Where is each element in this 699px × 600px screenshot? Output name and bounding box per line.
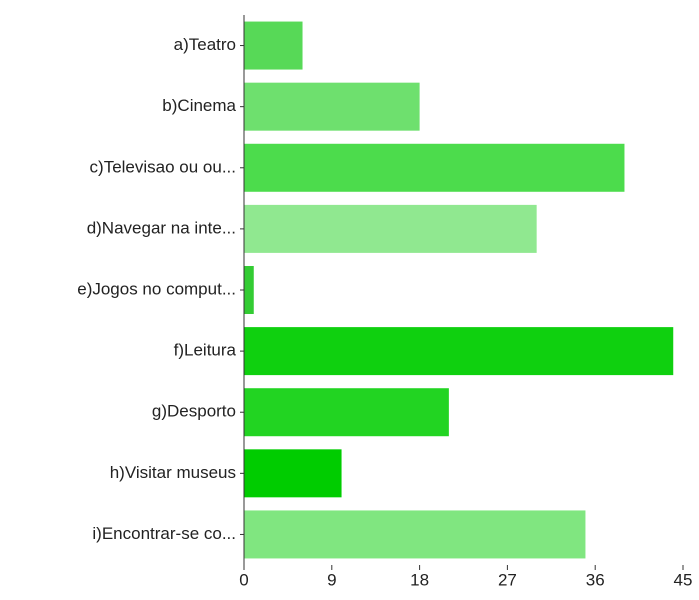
bar: [244, 327, 674, 376]
x-tick-label: 0: [239, 570, 248, 589]
x-tick-label: 36: [586, 570, 605, 589]
x-tick-label: 9: [327, 570, 336, 589]
bar: [244, 204, 537, 253]
x-tick-label: 18: [410, 570, 429, 589]
y-tick-label: a)Teatro: [174, 35, 236, 54]
bar: [244, 388, 449, 437]
y-tick-label: b)Cinema: [162, 96, 236, 115]
y-tick-label: g)Desporto: [152, 402, 236, 421]
x-tick-label: 45: [674, 570, 693, 589]
y-tick-label: c)Televisao ou ou...: [90, 157, 236, 176]
y-tick-label: i)Encontrar-se co...: [92, 524, 236, 543]
y-tick-label: h)Visitar museus: [110, 463, 236, 482]
y-tick-label: f)Leitura: [174, 341, 237, 360]
y-tick-label: d)Navegar na inte...: [87, 218, 236, 237]
bar: [244, 82, 420, 131]
bar: [244, 143, 625, 192]
bar: [244, 266, 254, 314]
bar: [244, 21, 303, 70]
x-tick-label: 27: [498, 570, 517, 589]
y-tick-label: e)Jogos no comput...: [77, 279, 236, 298]
bar: [244, 449, 342, 498]
bar: [244, 510, 586, 559]
